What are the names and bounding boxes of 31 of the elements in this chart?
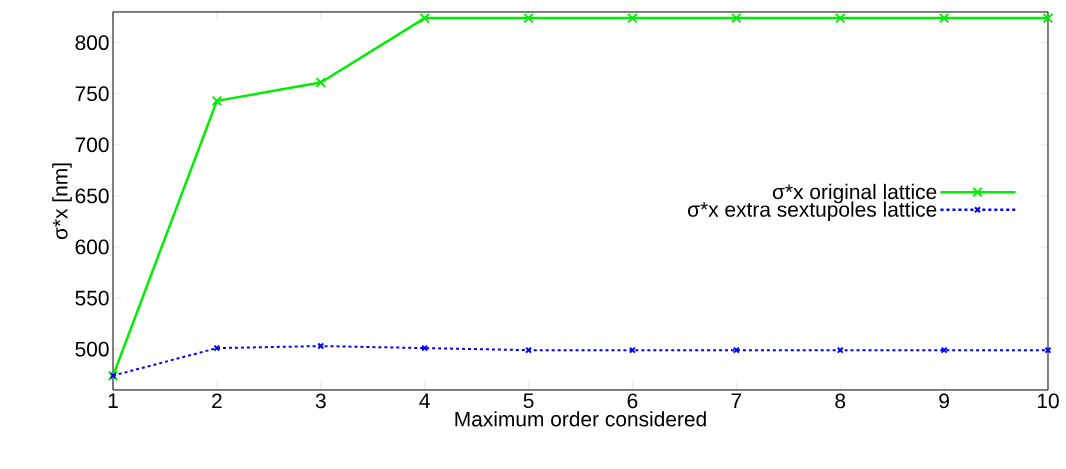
point [1044, 346, 1052, 354]
x-tick-label: 9 [939, 393, 949, 409]
x-tick-label: 1 [108, 393, 118, 408]
y-tick-label: 750 [75, 86, 109, 102]
x-tick-label: 5 [523, 393, 534, 409]
point [1042, 12, 1054, 24]
point [938, 12, 950, 24]
y-tick-label: 550 [75, 290, 109, 306]
y-tick-label: 600 [75, 239, 109, 255]
point [836, 346, 844, 354]
x-axis-title: Maximum order considered [455, 411, 706, 427]
y-axis-title: σ*x [nm] [52, 163, 72, 240]
x-tick-label: 10 [1037, 393, 1059, 409]
y-tick-label: 800 [75, 35, 109, 51]
point [419, 12, 430, 24]
x-tick-label: 2 [212, 393, 222, 409]
x-tick-label: 8 [835, 393, 846, 409]
point [731, 12, 742, 24]
point [211, 95, 223, 107]
point [317, 342, 325, 350]
x-tick-label: 4 [419, 393, 430, 408]
y-tick-label: 650 [75, 188, 109, 204]
x-tick-label: 3 [315, 393, 326, 409]
point [523, 12, 534, 24]
point [315, 77, 327, 88]
x-tick-label: 6 [627, 393, 638, 409]
x-tick-label: 7 [731, 393, 742, 408]
point [834, 12, 846, 24]
y-tick-label: 700 [75, 137, 109, 153]
point [627, 12, 638, 24]
y-tick-label: 500 [75, 341, 109, 357]
